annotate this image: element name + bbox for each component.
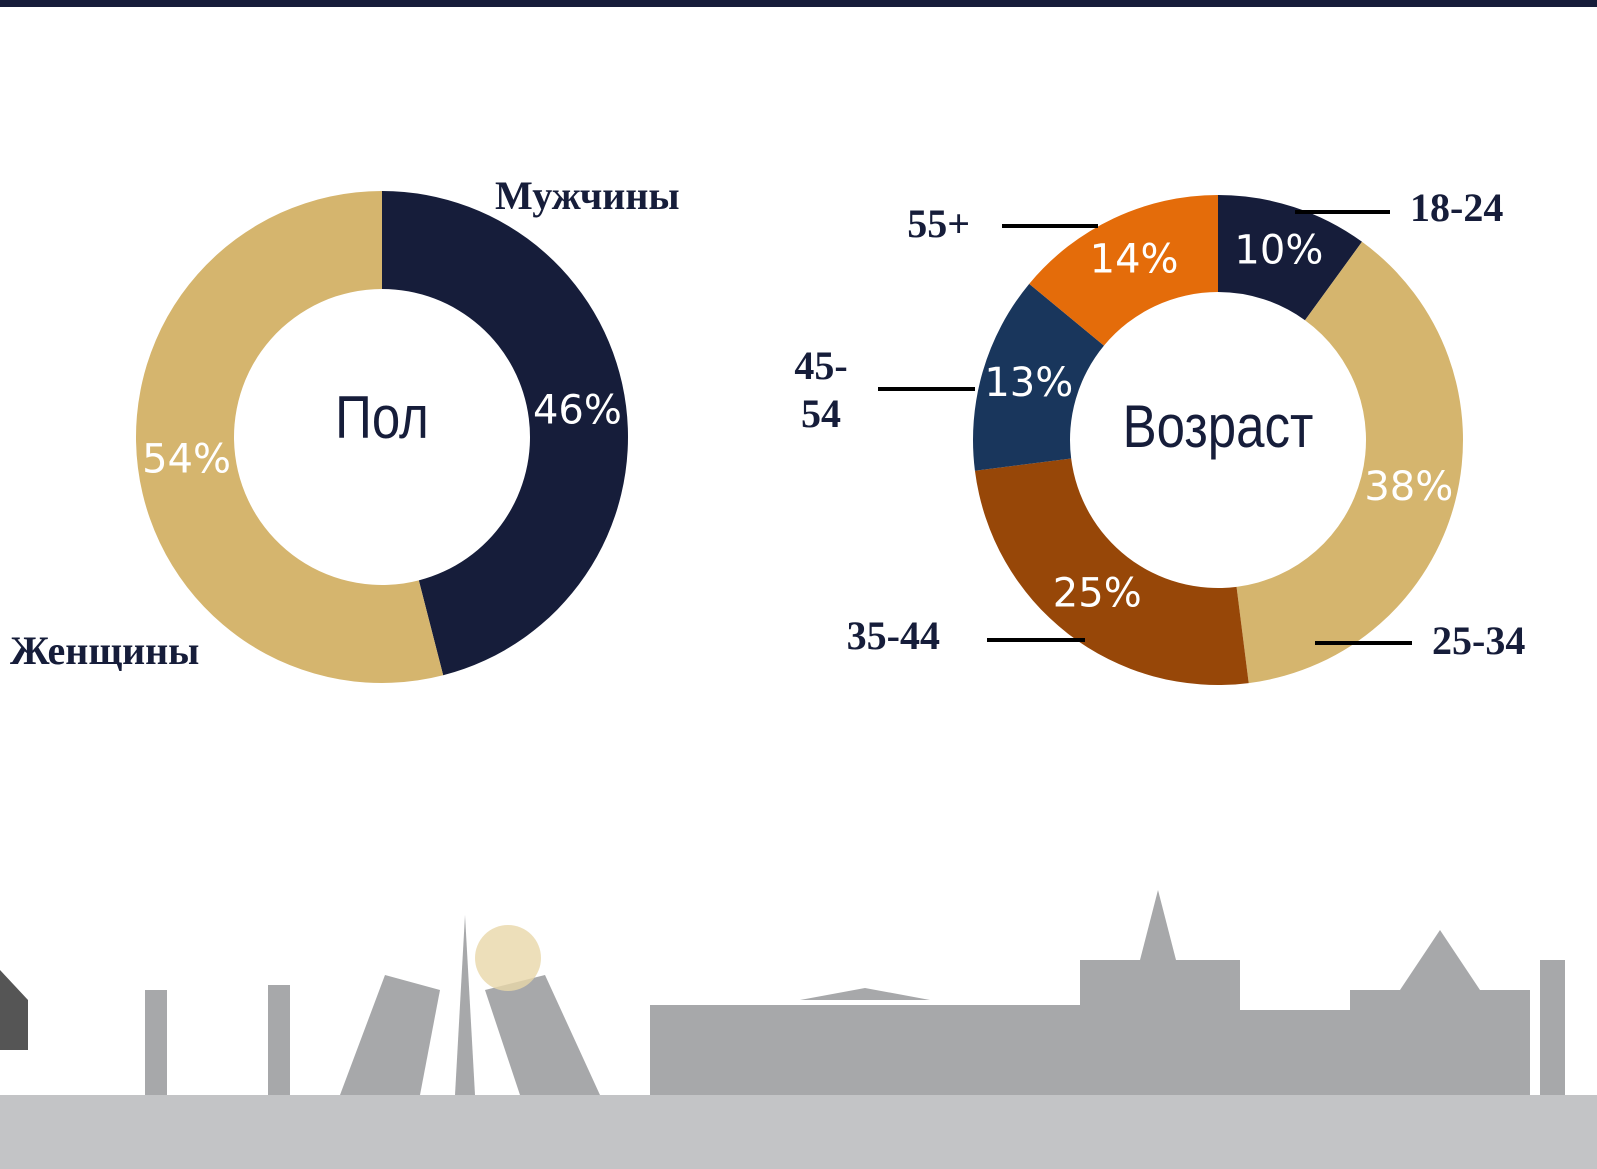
donut-segment — [974, 458, 1249, 686]
top-bar — [0, 0, 1597, 7]
chart-title: Пол — [335, 384, 429, 451]
donut-segment — [1029, 195, 1218, 346]
category-label: 18-24 — [1410, 185, 1503, 230]
value-label: 38% — [1364, 464, 1453, 510]
category-label: 35-44 — [847, 613, 940, 658]
category-label: 45-54 — [794, 343, 848, 436]
chart-title: Возраст — [1123, 393, 1314, 460]
donut-segment — [1218, 195, 1363, 321]
value-label: 46% — [533, 387, 622, 433]
donut-segment — [1236, 241, 1463, 684]
donut-segment — [382, 191, 628, 676]
category-label: Мужчины — [495, 173, 680, 218]
sun — [475, 925, 541, 991]
skyline — [0, 890, 1597, 1169]
value-label: 13% — [984, 360, 1073, 406]
value-label: 10% — [1234, 228, 1323, 274]
category-label: 25-34 — [1432, 618, 1525, 663]
category-label: Женщины — [10, 628, 199, 673]
value-label: 14% — [1090, 237, 1179, 283]
donut-segment — [972, 283, 1104, 471]
value-label: 54% — [142, 437, 231, 483]
value-label: 25% — [1053, 571, 1142, 617]
category-label: 55+ — [907, 201, 970, 246]
donut-segment — [135, 191, 444, 684]
